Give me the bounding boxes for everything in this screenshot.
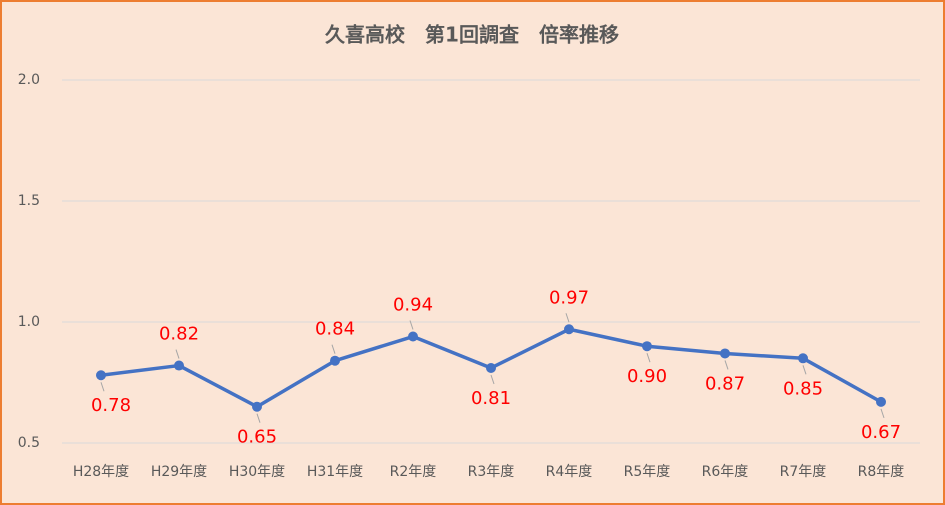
data-label: 0.94 [393,295,433,316]
data-label: 0.82 [159,324,199,345]
leader-line [256,413,261,423]
leader-line [802,365,807,375]
leader-line [100,382,105,392]
x-tick-label: H28年度 [73,464,129,480]
data-point [642,341,652,352]
leader-line [490,374,495,385]
data-point [720,348,730,359]
x-tick-label: R7年度 [780,464,827,480]
data-label: 0.84 [315,319,355,340]
x-tick-label: R4年度 [546,464,593,480]
x-tick-label: H30年度 [229,464,285,480]
data-point [174,360,184,371]
data-label: 0.65 [237,427,277,448]
leader-line [724,360,729,370]
data-point [564,324,574,335]
x-tick-label: H29年度 [151,464,207,480]
data-label: 0.85 [783,378,823,399]
leader-line [565,313,570,323]
leader-line [331,344,336,354]
leader-line [880,408,885,419]
chart-title: 久喜高校 第1回調査 倍率推移 [325,23,619,47]
x-tick-label: R8年度 [858,464,905,480]
x-tick-label: R5年度 [624,464,671,480]
y-tick-label: 0.5 [18,435,40,451]
leader-line [646,353,651,363]
y-tick-label: 1.0 [18,314,40,330]
data-point [252,401,262,412]
leader-line [175,349,180,359]
leader-line [409,320,414,330]
data-point [798,353,808,364]
data-label: 0.97 [549,287,589,308]
x-tick-label: R6年度 [702,464,749,480]
x-tick-label: R2年度 [390,464,437,480]
data-label: 0.90 [627,366,667,387]
data-point [876,396,886,407]
data-point [486,362,496,373]
x-tick-label: R3年度 [468,464,515,480]
data-label: 0.78 [91,395,131,416]
x-tick-label: H31年度 [307,464,363,480]
y-tick-label: 2.0 [18,72,40,88]
data-point [330,355,340,366]
data-point [96,370,106,381]
data-label: 0.87 [705,373,745,394]
y-tick-label: 1.5 [18,193,40,209]
data-label: 0.81 [471,388,511,409]
data-point [408,331,418,342]
data-label: 0.67 [861,422,901,443]
